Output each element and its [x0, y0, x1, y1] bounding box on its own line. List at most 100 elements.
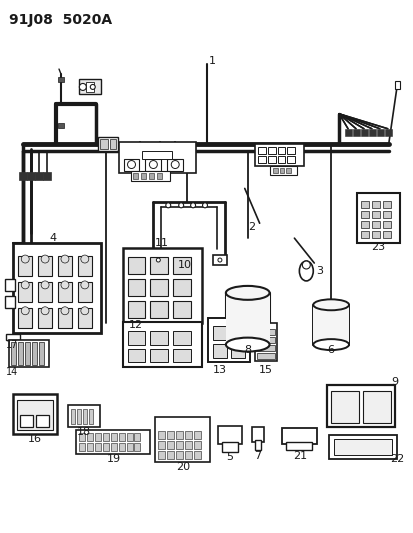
- Bar: [18, 282, 32, 302]
- Bar: [20, 415, 33, 427]
- Bar: [254, 322, 276, 360]
- Bar: [150, 257, 168, 274]
- Bar: [6, 334, 20, 340]
- Bar: [126, 433, 132, 441]
- Text: 15: 15: [258, 366, 272, 375]
- Circle shape: [81, 255, 88, 263]
- Bar: [371, 231, 379, 238]
- Circle shape: [21, 255, 29, 263]
- Bar: [254, 440, 260, 450]
- Text: 11: 11: [155, 238, 169, 248]
- Bar: [150, 349, 168, 362]
- Bar: [68, 405, 100, 427]
- Text: 10: 10: [178, 260, 192, 270]
- Bar: [87, 443, 93, 451]
- Text: 91J08  5020A: 91J08 5020A: [9, 13, 112, 27]
- Circle shape: [127, 160, 135, 168]
- Bar: [39, 342, 44, 366]
- Bar: [382, 211, 390, 218]
- Bar: [382, 231, 390, 238]
- Bar: [110, 443, 116, 451]
- Text: 18: 18: [76, 427, 91, 437]
- Bar: [230, 326, 244, 340]
- Text: 21: 21: [292, 451, 307, 461]
- Bar: [58, 282, 72, 302]
- Bar: [78, 443, 85, 451]
- Bar: [127, 349, 145, 362]
- Bar: [123, 158, 139, 171]
- Bar: [173, 279, 191, 296]
- Bar: [267, 156, 275, 163]
- Bar: [158, 441, 165, 449]
- Circle shape: [301, 261, 310, 269]
- Bar: [38, 282, 52, 302]
- Bar: [382, 221, 390, 228]
- Text: 9: 9: [390, 377, 397, 387]
- Text: 14: 14: [6, 367, 19, 377]
- Text: 19: 19: [106, 454, 121, 464]
- Text: 23: 23: [370, 242, 384, 252]
- Bar: [194, 451, 201, 459]
- Bar: [328, 435, 396, 459]
- Bar: [150, 330, 168, 345]
- Circle shape: [165, 203, 170, 208]
- Text: 5: 5: [226, 452, 233, 462]
- Text: 16: 16: [28, 434, 42, 444]
- Bar: [127, 257, 145, 274]
- Bar: [256, 352, 274, 359]
- Circle shape: [202, 203, 207, 208]
- Bar: [97, 136, 117, 151]
- Circle shape: [21, 307, 29, 315]
- Circle shape: [41, 307, 49, 315]
- Bar: [118, 443, 124, 451]
- Bar: [254, 144, 304, 166]
- Bar: [17, 400, 53, 430]
- Circle shape: [178, 203, 183, 208]
- Bar: [279, 167, 284, 173]
- Text: 3: 3: [315, 266, 322, 276]
- Bar: [110, 433, 116, 441]
- Bar: [360, 129, 367, 136]
- Ellipse shape: [313, 300, 348, 310]
- Circle shape: [61, 255, 69, 263]
- Bar: [5, 296, 15, 308]
- Bar: [78, 433, 85, 441]
- Bar: [287, 147, 295, 154]
- Ellipse shape: [225, 286, 269, 300]
- Bar: [122, 322, 202, 367]
- Bar: [127, 279, 145, 296]
- Bar: [167, 451, 174, 459]
- Bar: [371, 201, 379, 208]
- Bar: [32, 342, 37, 366]
- Bar: [25, 342, 30, 366]
- Bar: [257, 147, 265, 154]
- Bar: [376, 129, 383, 136]
- Bar: [18, 308, 32, 328]
- Bar: [83, 409, 87, 424]
- Bar: [95, 443, 100, 451]
- Bar: [176, 451, 183, 459]
- Circle shape: [81, 307, 88, 315]
- Circle shape: [156, 258, 160, 262]
- Bar: [9, 340, 49, 367]
- Bar: [362, 391, 390, 423]
- Bar: [18, 342, 23, 366]
- Bar: [382, 201, 390, 208]
- Bar: [269, 166, 297, 175]
- Bar: [43, 173, 51, 181]
- Circle shape: [90, 84, 95, 90]
- Bar: [5, 279, 15, 291]
- Bar: [100, 139, 107, 149]
- Bar: [13, 243, 100, 333]
- Bar: [142, 151, 172, 158]
- Text: 6: 6: [327, 344, 334, 354]
- Bar: [371, 221, 379, 228]
- Bar: [27, 173, 35, 181]
- Circle shape: [61, 307, 69, 315]
- Text: 13: 13: [212, 366, 226, 375]
- Bar: [127, 301, 145, 318]
- Bar: [360, 211, 368, 218]
- Bar: [356, 193, 399, 243]
- Bar: [118, 142, 196, 173]
- Bar: [257, 156, 265, 163]
